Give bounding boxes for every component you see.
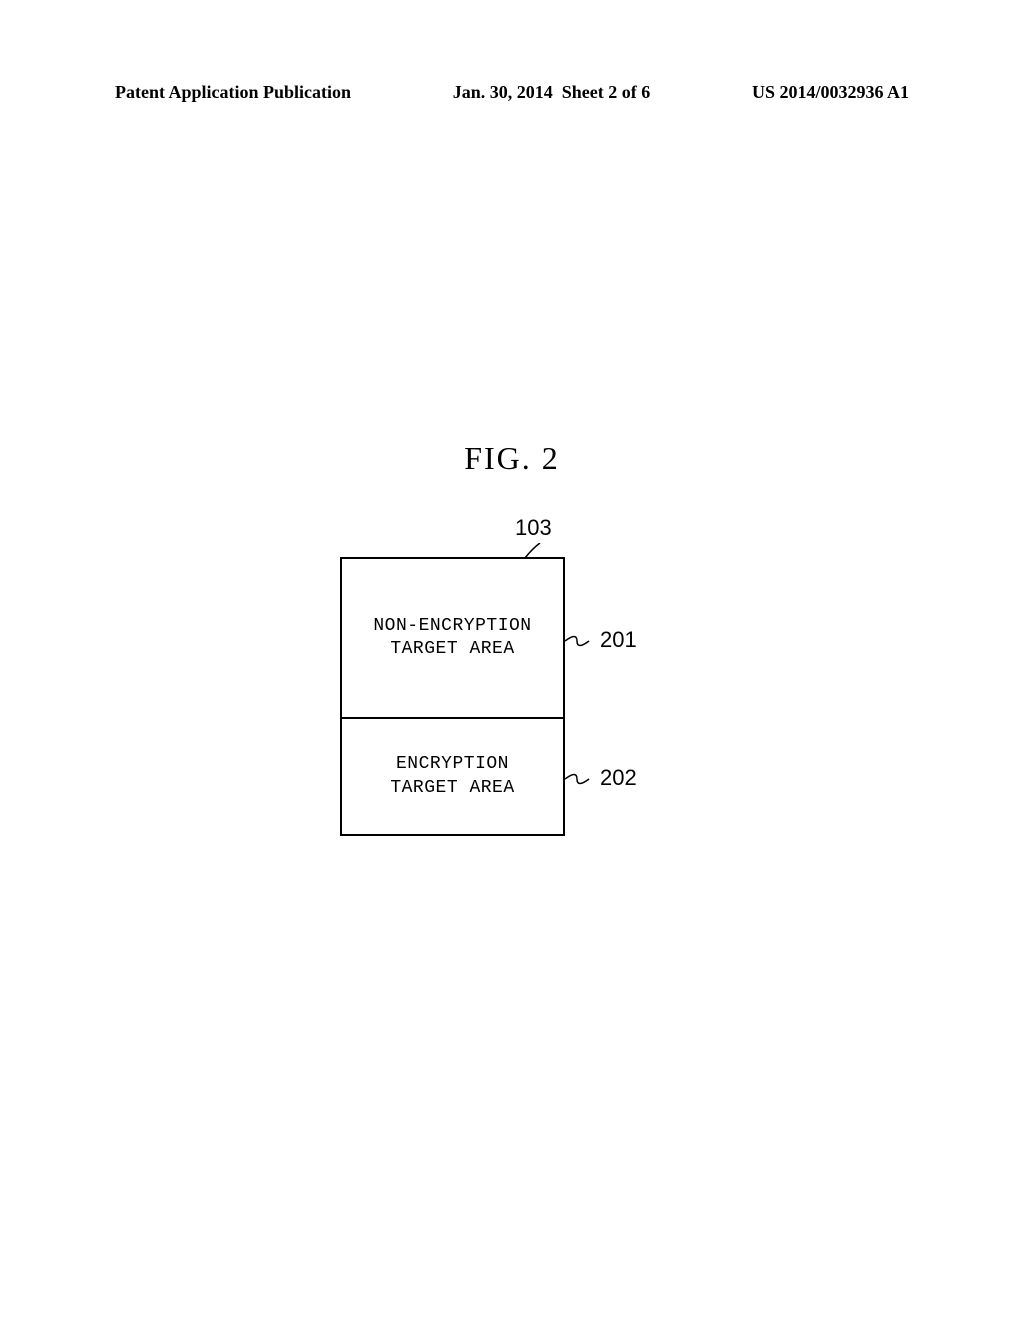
publication-date: Jan. 30, 2014 Sheet 2 of 6 [453, 82, 651, 103]
reference-numeral-202: 202 [600, 765, 637, 791]
memory-diagram-box: NON-ENCRYPTION TARGET AREA ENCRYPTION TA… [340, 557, 565, 836]
figure-title: FIG. 2 [464, 440, 560, 477]
leader-line-201 [565, 630, 597, 652]
non-encryption-area: NON-ENCRYPTION TARGET AREA [342, 559, 563, 719]
leader-line-202 [565, 768, 597, 790]
page-header: Patent Application Publication Jan. 30, … [115, 82, 909, 103]
encryption-area: ENCRYPTION TARGET AREA [342, 719, 563, 834]
reference-numeral-201: 201 [600, 627, 637, 653]
publication-type: Patent Application Publication [115, 82, 351, 103]
patent-number: US 2014/0032936 A1 [752, 82, 909, 103]
reference-numeral-103: 103 [515, 515, 552, 541]
